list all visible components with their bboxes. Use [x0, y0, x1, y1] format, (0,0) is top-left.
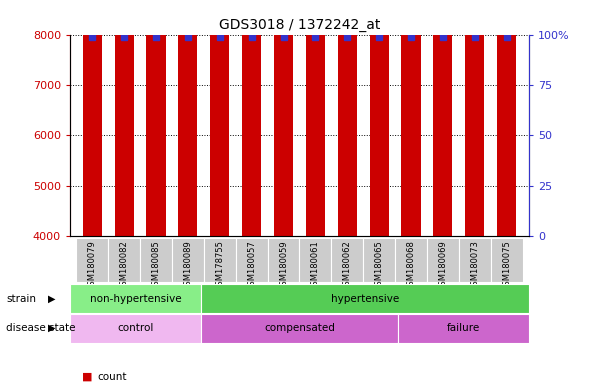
Title: GDS3018 / 1372242_at: GDS3018 / 1372242_at [219, 18, 380, 32]
Bar [395, 238, 427, 282]
Text: GSM180065: GSM180065 [375, 240, 384, 291]
Text: GSM180069: GSM180069 [438, 240, 447, 291]
Text: control: control [117, 323, 154, 333]
Bar [268, 238, 299, 282]
Bar [434, 0, 452, 236]
Text: count: count [97, 372, 127, 382]
Text: compensated: compensated [264, 323, 335, 333]
Text: disease state: disease state [6, 323, 75, 333]
Bar [337, 0, 357, 236]
Text: ▶: ▶ [48, 293, 55, 304]
Bar [300, 238, 331, 282]
Text: GSM180068: GSM180068 [407, 240, 415, 291]
Bar [491, 238, 523, 282]
Text: GSM178755: GSM178755 [215, 240, 224, 291]
Bar [172, 238, 204, 282]
Text: ▶: ▶ [48, 323, 55, 333]
Bar [363, 238, 395, 282]
Text: strain: strain [6, 293, 36, 304]
Bar [398, 314, 529, 343]
Bar [201, 314, 398, 343]
Text: GSM180075: GSM180075 [502, 240, 511, 291]
Text: GSM180073: GSM180073 [470, 240, 479, 291]
Bar [465, 13, 485, 236]
Bar [201, 284, 529, 313]
Bar [370, 0, 389, 236]
Text: GSM180085: GSM180085 [151, 240, 161, 291]
Bar [147, 0, 165, 236]
Text: GSM180062: GSM180062 [343, 240, 352, 291]
Bar [178, 0, 198, 236]
Text: GSM180082: GSM180082 [120, 240, 129, 291]
Bar [242, 0, 261, 236]
Bar [83, 0, 102, 236]
Text: hypertensive: hypertensive [331, 293, 399, 304]
Bar [204, 238, 236, 282]
Text: GSM180079: GSM180079 [88, 240, 97, 291]
Text: GSM180061: GSM180061 [311, 240, 320, 291]
Text: non-hypertensive: non-hypertensive [90, 293, 181, 304]
Bar [114, 0, 134, 236]
Text: ■: ■ [82, 372, 92, 382]
Text: failure: failure [447, 323, 480, 333]
Text: GSM180059: GSM180059 [279, 240, 288, 291]
Bar [497, 0, 516, 236]
Bar [70, 314, 201, 343]
Bar [427, 238, 459, 282]
Bar [331, 238, 363, 282]
Bar [236, 238, 268, 282]
Bar [210, 0, 229, 236]
Bar [306, 0, 325, 236]
Bar [108, 238, 140, 282]
Text: GSM180057: GSM180057 [247, 240, 256, 291]
Bar [70, 284, 201, 313]
Bar [140, 238, 172, 282]
Text: GSM180089: GSM180089 [184, 240, 192, 291]
Bar [459, 238, 491, 282]
Bar [76, 238, 108, 282]
Bar [401, 0, 421, 236]
Bar [274, 0, 293, 236]
